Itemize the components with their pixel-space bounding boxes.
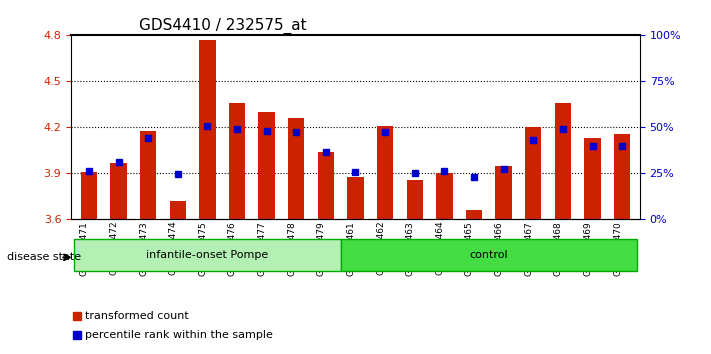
Text: disease state: disease state [7,252,81,262]
Bar [170,201,186,219]
Bar [229,103,245,219]
FancyBboxPatch shape [74,239,341,271]
FancyBboxPatch shape [341,239,637,271]
Bar [584,138,601,219]
Text: infantile-onset Pompe: infantile-onset Pompe [146,250,269,260]
Bar [259,112,274,219]
Bar [525,127,541,219]
Bar [555,103,571,219]
Bar [348,177,363,219]
Text: percentile rank within the sample: percentile rank within the sample [85,330,273,340]
Bar [140,131,156,219]
Bar [466,210,482,219]
Bar [318,152,334,219]
Text: GDS4410 / 232575_at: GDS4410 / 232575_at [139,18,307,34]
Bar [496,166,512,219]
Bar [288,118,304,219]
Bar [614,133,630,219]
Bar [110,163,127,219]
Bar [377,126,393,219]
Bar [407,179,423,219]
Bar [437,173,452,219]
Bar [199,40,215,219]
Text: control: control [469,250,508,260]
Text: transformed count: transformed count [85,311,189,321]
Bar [81,172,97,219]
